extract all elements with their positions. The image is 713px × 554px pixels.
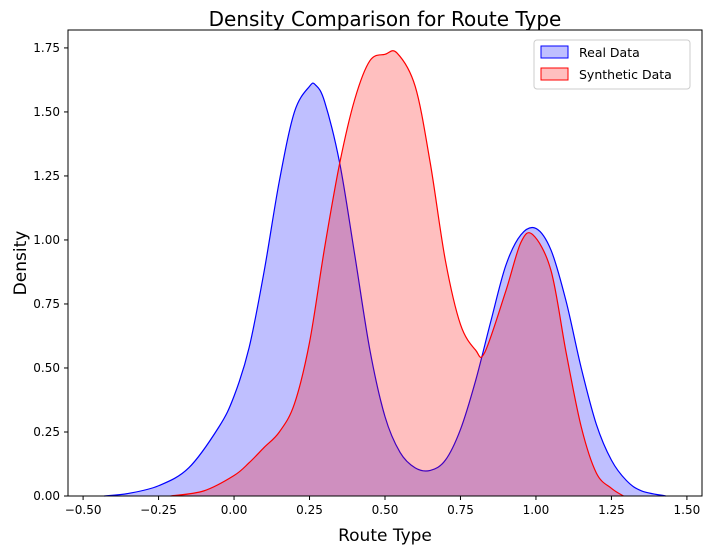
y-axis-label: Density xyxy=(11,231,31,296)
plot-area xyxy=(67,29,703,497)
x-tick-label: 1.50 xyxy=(674,503,701,517)
y-tick-label: 1.00 xyxy=(33,233,60,247)
legend-swatch-synthetic-data xyxy=(540,67,569,81)
legend: Real Data Synthetic Data xyxy=(533,39,691,90)
y-tick-label: 0.75 xyxy=(33,297,60,311)
x-tick-label: 0.75 xyxy=(447,503,474,517)
y-tick-label: 1.50 xyxy=(33,105,60,119)
x-tick-label: 1.00 xyxy=(523,503,550,517)
legend-label-real-data: Real Data xyxy=(579,45,640,60)
y-axis: 0.00 0.25 0.50 0.75 1.00 1.25 1.50 1.75 xyxy=(33,41,68,503)
x-tick-label: 0.25 xyxy=(296,503,323,517)
legend-swatch-real-data xyxy=(540,45,569,59)
y-tick-label: 0.25 xyxy=(33,425,60,439)
x-axis-label: Route Type xyxy=(338,526,432,546)
y-tick-label: 1.25 xyxy=(33,169,60,183)
y-tick-label: 0.00 xyxy=(33,489,60,503)
series-area-real-data xyxy=(104,83,666,497)
y-tick-label: 1.75 xyxy=(33,41,60,55)
chart-title: Density Comparison for Route Type xyxy=(209,7,562,31)
legend-frame xyxy=(533,39,691,90)
x-tick-label: 1.25 xyxy=(598,503,625,517)
x-axis: −0.50 −0.25 0.00 0.25 0.50 0.75 1.00 1.25 1.50 xyxy=(65,496,701,517)
x-tick-label: 0.50 xyxy=(372,503,399,517)
series-line-real-data xyxy=(104,82,666,497)
x-tick-label: 0.00 xyxy=(221,503,248,517)
x-tick-label: −0.50 xyxy=(65,503,102,517)
x-tick-label: −0.25 xyxy=(140,503,177,517)
y-tick-label: 0.50 xyxy=(33,361,60,375)
series-line-synthetic-data xyxy=(170,50,624,497)
legend-label-synthetic-data: Synthetic Data xyxy=(579,67,672,82)
series-layer xyxy=(104,50,666,497)
series-area-synthetic-data xyxy=(170,50,624,496)
